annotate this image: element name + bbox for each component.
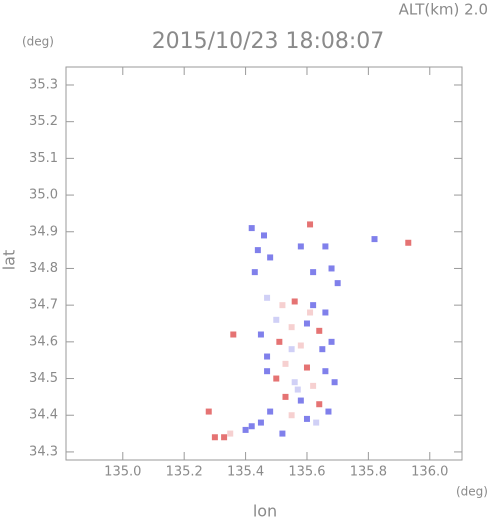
point [267,408,274,415]
point [254,247,261,254]
y-tick-label: 35.1 [29,151,58,166]
point [276,338,283,345]
y-tick-label: 34.8 [29,261,58,276]
point [230,331,237,338]
point [405,239,412,246]
point [310,382,317,389]
point [371,236,378,243]
point [273,375,280,382]
point [297,243,304,250]
point [310,269,317,276]
point [291,379,298,386]
y-tick-label: 34.5 [29,371,58,386]
point [297,397,304,404]
point [264,353,271,360]
point [297,342,304,349]
point [257,331,264,338]
point [257,419,264,426]
x-tick-label: 135.0 [104,465,141,480]
x-tick-label: 135.2 [166,465,203,480]
point [242,426,249,433]
y-tick-label: 35.3 [29,77,58,92]
point [211,434,218,441]
point [288,412,295,419]
y-tick-label: 34.3 [29,444,58,459]
x-unit: (deg) [456,485,488,499]
point [322,243,329,250]
point [294,386,301,393]
chart-title: 2015/10/23 18:08:07 [152,29,385,54]
plot-frame [65,66,463,461]
point [264,368,271,375]
x-tick-label: 135.8 [350,465,387,480]
point [331,379,338,386]
y-tick-label: 34.6 [29,334,58,349]
point [303,415,310,422]
point [227,430,234,437]
point [328,338,335,345]
point [273,316,280,323]
point [279,302,286,309]
point [322,368,329,375]
point [248,225,255,232]
y-tick-label: 34.7 [29,298,58,313]
point [279,430,286,437]
point [288,324,295,331]
annotation: ALT(km) 2.0 [399,1,488,19]
x-tick-label: 136.0 [411,465,448,480]
point [307,309,314,316]
y-tick-label: 34.9 [29,224,58,239]
x-tick-label: 135.4 [227,465,264,480]
point [251,269,258,276]
point [282,360,289,367]
point [313,419,320,426]
y-unit: (deg) [22,35,54,49]
point [322,309,329,316]
point [328,265,335,272]
point [325,408,332,415]
point [334,280,341,287]
point [319,346,326,353]
point [307,221,314,228]
y-tick-label: 35.0 [29,188,58,203]
point [282,393,289,400]
point [291,298,298,305]
y-axis-label: lat [0,250,19,271]
point [310,302,317,309]
point [288,346,295,353]
point [316,401,323,408]
point [303,364,310,371]
y-tick-label: 34.4 [29,408,58,423]
point [267,254,274,261]
point [261,232,267,239]
point [303,320,310,327]
point [248,423,255,430]
point [205,408,212,415]
x-axis-label: lon [253,502,277,521]
x-tick-label: 135.6 [288,465,325,480]
point [316,327,323,334]
y-tick-label: 35.2 [29,114,58,129]
point [264,294,271,301]
point [221,434,228,441]
